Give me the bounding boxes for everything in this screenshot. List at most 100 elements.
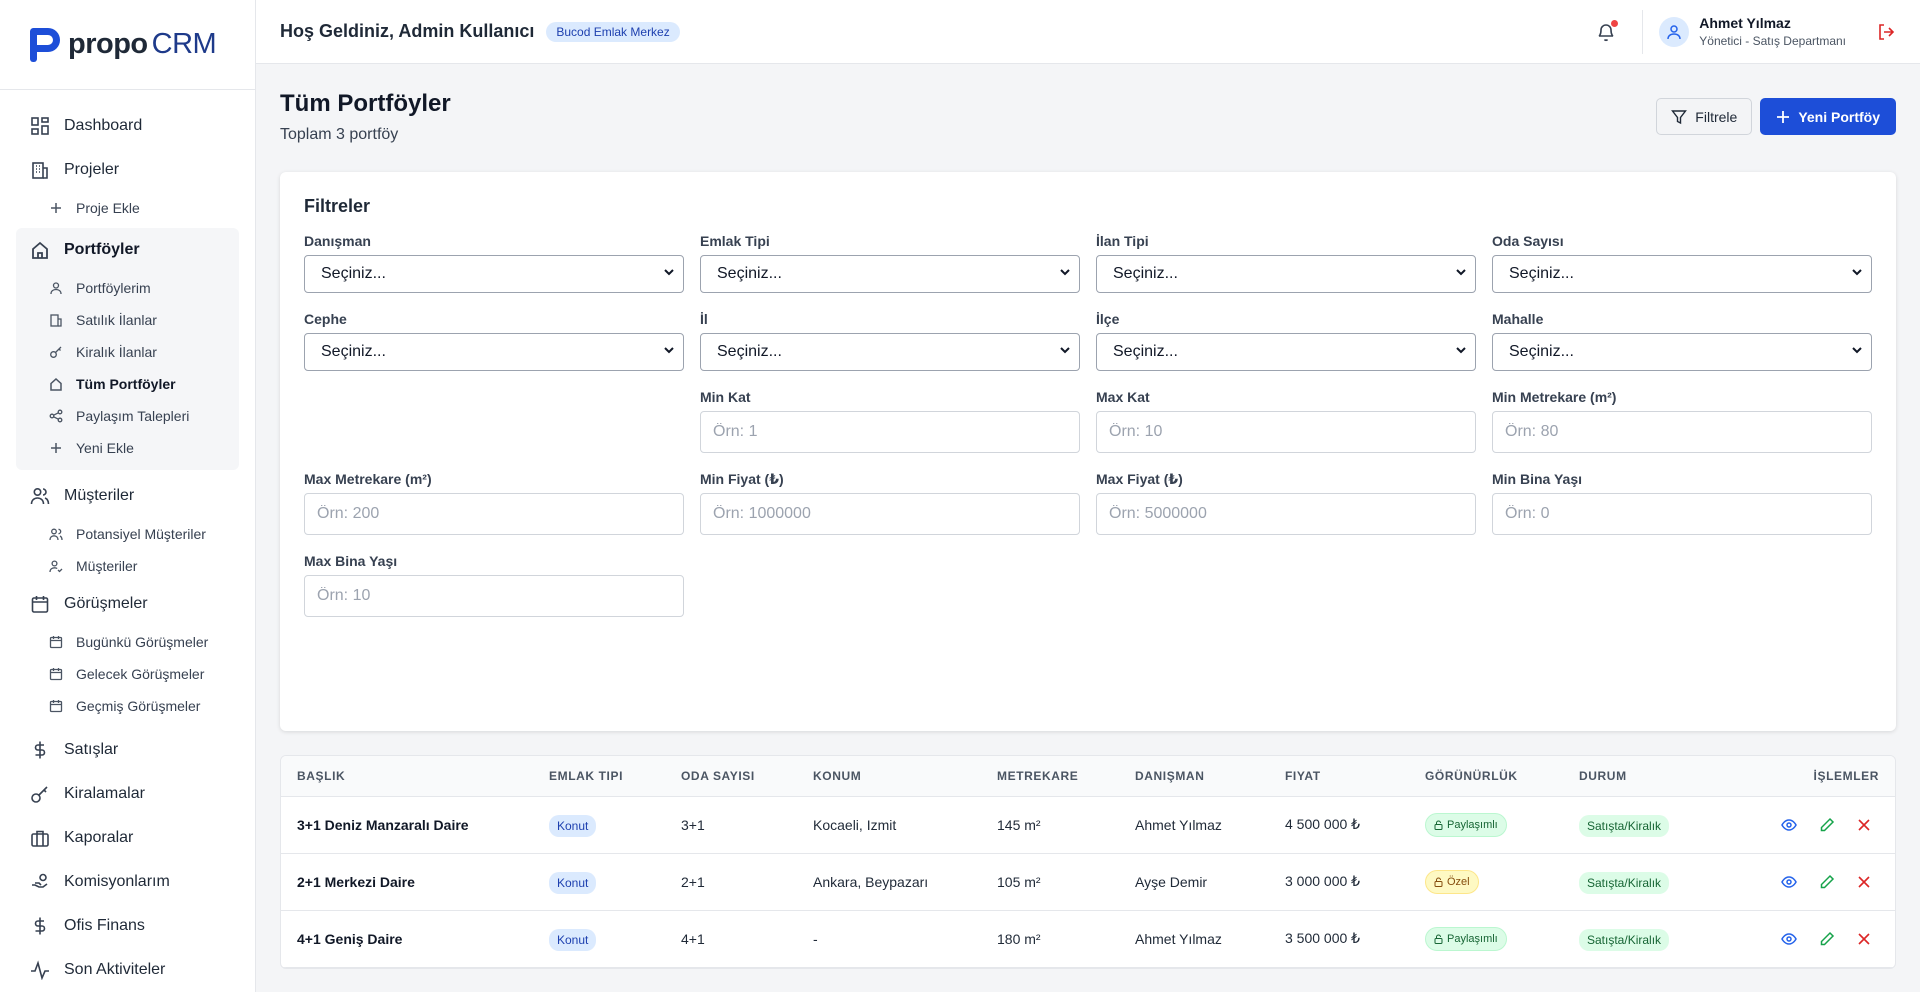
property-type-select[interactable]: Seçiniz...	[700, 255, 1080, 293]
column-header[interactable]: DANIŞMAN	[1119, 756, 1269, 797]
agency-badge: Bucod Emlak Merkez	[546, 21, 680, 42]
max-age-input[interactable]	[304, 575, 684, 617]
edit-icon[interactable]	[1819, 931, 1835, 947]
sidebar-item-deposits[interactable]: Kaporalar	[16, 816, 239, 860]
max-area-input[interactable]	[304, 493, 684, 535]
listing-type-select[interactable]: Seçiniz...	[1096, 255, 1476, 293]
min-age-input[interactable]	[1492, 493, 1872, 535]
cell-area: 105 m²	[981, 853, 1119, 911]
select-value: Seçiniz...	[1509, 265, 1574, 282]
select-value: Seçiniz...	[321, 343, 386, 360]
view-icon[interactable]	[1781, 931, 1797, 947]
min-floor-input[interactable]	[700, 411, 1080, 453]
sidebar-item-add-new[interactable]: Yeni Ekle	[16, 432, 239, 464]
column-header[interactable]: EMLAK TIPI	[533, 756, 665, 797]
sidebar-item-add-project[interactable]: Proje Ekle	[16, 192, 239, 224]
sidebar-item-office-finance[interactable]: Ofis Finans	[16, 904, 239, 948]
activity-icon	[30, 960, 50, 980]
logout-icon[interactable]	[1876, 22, 1896, 42]
plus-icon	[48, 200, 64, 216]
consultant-select[interactable]: Seçiniz...	[304, 255, 684, 293]
filter-button[interactable]: Filtrele	[1656, 98, 1753, 135]
listing-type-label: İlan Tipi	[1096, 233, 1149, 249]
cell-area: 145 m²	[981, 796, 1119, 854]
sidebar-item-rentals[interactable]: Kiralamalar	[16, 772, 239, 816]
sidebar-item-customers-list[interactable]: Müşteriler	[16, 550, 239, 582]
brand-logo[interactable]: propo CRM	[0, 0, 255, 90]
type-badge: Konut	[549, 814, 597, 837]
sidebar-label: Dashboard	[64, 117, 143, 134]
sidebar-item-projects[interactable]: Projeler	[16, 148, 239, 192]
sidebar-item-future-meetings[interactable]: Gelecek Görüşmeler	[16, 658, 239, 690]
sidebar-item-past-meetings[interactable]: Geçmiş Görüşmeler	[16, 690, 239, 722]
sidebar-item-my-portfolios[interactable]: Portföylerim	[16, 272, 239, 304]
column-header[interactable]: METREKARE	[981, 756, 1119, 797]
sidebar-nav: Dashboard Projeler Proje Ekle Portföyler…	[0, 90, 255, 992]
facade-select[interactable]: Seçiniz...	[304, 333, 684, 371]
min-area-input[interactable]	[1492, 411, 1872, 453]
sidebar: propo CRM Dashboard Projeler Proje Ekle P…	[0, 0, 256, 992]
select-value: Seçiniz...	[321, 265, 386, 282]
chevron-down-icon	[1455, 265, 1467, 283]
delete-icon[interactable]	[1857, 874, 1871, 890]
table-row[interactable]: 4+1 Geniş Daire Konut 4+1 - 180 m² Ahmet…	[281, 910, 1895, 968]
sidebar-label: Yeni Ekle	[76, 440, 134, 456]
view-icon[interactable]	[1781, 874, 1797, 890]
table-row[interactable]: 2+1 Merkezi Daire Konut 2+1 Ankara, Beyp…	[281, 853, 1895, 911]
cell-title: 3+1 Deniz Manzaralı Daire	[281, 796, 533, 854]
sidebar-item-rent-listings[interactable]: Kiralık İlanlar	[16, 336, 239, 368]
sidebar-item-all-portfolios[interactable]: Tüm Portföyler	[16, 368, 239, 400]
edit-icon[interactable]	[1819, 874, 1835, 890]
neighborhood-label: Mahalle	[1492, 311, 1544, 327]
notification-bell-icon[interactable]	[1594, 19, 1619, 44]
sidebar-item-share-requests[interactable]: Paylaşım Talepleri	[16, 400, 239, 432]
building-icon	[30, 160, 50, 180]
column-header[interactable]: FIYAT	[1269, 756, 1409, 797]
cell-location: -	[797, 910, 981, 968]
top-header: Hoş Geldiniz, Admin Kullanıcı Bucod Emla…	[256, 0, 1920, 64]
sidebar-item-today-meetings[interactable]: Bugünkü Görüşmeler	[16, 626, 239, 658]
sidebar-item-dashboard[interactable]: Dashboard	[16, 104, 239, 148]
avatar[interactable]	[1659, 16, 1690, 47]
city-select[interactable]: Seçiniz...	[700, 333, 1080, 371]
type-badge: Konut	[549, 928, 597, 951]
chevron-down-icon	[1851, 343, 1863, 361]
sidebar-item-customers[interactable]: Müşteriler	[16, 474, 239, 518]
cell-title: 2+1 Merkezi Daire	[281, 853, 533, 911]
sidebar-label: Kiralık İlanlar	[76, 344, 157, 360]
delete-icon[interactable]	[1857, 817, 1871, 833]
rooms-select[interactable]: Seçiniz...	[1492, 255, 1872, 293]
user-info[interactable]: Ahmet Yılmaz Yönetici - Satış Departmanı	[1699, 15, 1846, 48]
sidebar-label: Projeler	[64, 161, 120, 178]
column-header[interactable]: ODA SAYISI	[665, 756, 797, 797]
sidebar-label: Son Aktiviteler	[64, 961, 166, 978]
main-content: Tüm Portföyler Toplam 3 portföy Filtrele…	[280, 64, 1896, 969]
view-icon[interactable]	[1781, 817, 1797, 833]
edit-icon[interactable]	[1819, 817, 1835, 833]
neighborhood-select[interactable]: Seçiniz...	[1492, 333, 1872, 371]
column-header[interactable]: DURUM	[1563, 756, 1723, 797]
max-floor-input[interactable]	[1096, 411, 1476, 453]
delete-icon[interactable]	[1857, 931, 1871, 947]
sidebar-item-sale-listings[interactable]: Satılık İlanlar	[16, 304, 239, 336]
sidebar-item-potential-customers[interactable]: Potansiyel Müşteriler	[16, 518, 239, 550]
column-header[interactable]: KONUM	[797, 756, 981, 797]
column-header[interactable]: GÖRÜNÜRLÜK	[1409, 756, 1563, 797]
district-select[interactable]: Seçiniz...	[1096, 333, 1476, 371]
column-header[interactable]: BAŞLIK	[281, 756, 533, 797]
sidebar-item-commissions[interactable]: Komisyonlarım	[16, 860, 239, 904]
chevron-down-icon	[1059, 265, 1071, 283]
sidebar-label: Müşteriler	[64, 487, 135, 504]
chevron-down-icon	[1851, 265, 1863, 283]
new-portfolio-button[interactable]: Yeni Portföy	[1760, 98, 1896, 135]
sidebar-item-recent-activities[interactable]: Son Aktiviteler	[16, 948, 239, 992]
sidebar-item-portfolios[interactable]: Portföyler	[16, 228, 239, 272]
plus-icon	[48, 440, 64, 456]
table-row[interactable]: 3+1 Deniz Manzaralı Daire Konut 3+1 Koca…	[281, 796, 1895, 854]
calendar-icon	[48, 666, 64, 682]
max-price-input[interactable]	[1096, 493, 1476, 535]
min-price-input[interactable]	[700, 493, 1080, 535]
sidebar-item-sales[interactable]: Satışlar	[16, 728, 239, 772]
visibility-badge: Özel	[1425, 869, 1479, 894]
sidebar-item-meetings[interactable]: Görüşmeler	[16, 582, 239, 626]
